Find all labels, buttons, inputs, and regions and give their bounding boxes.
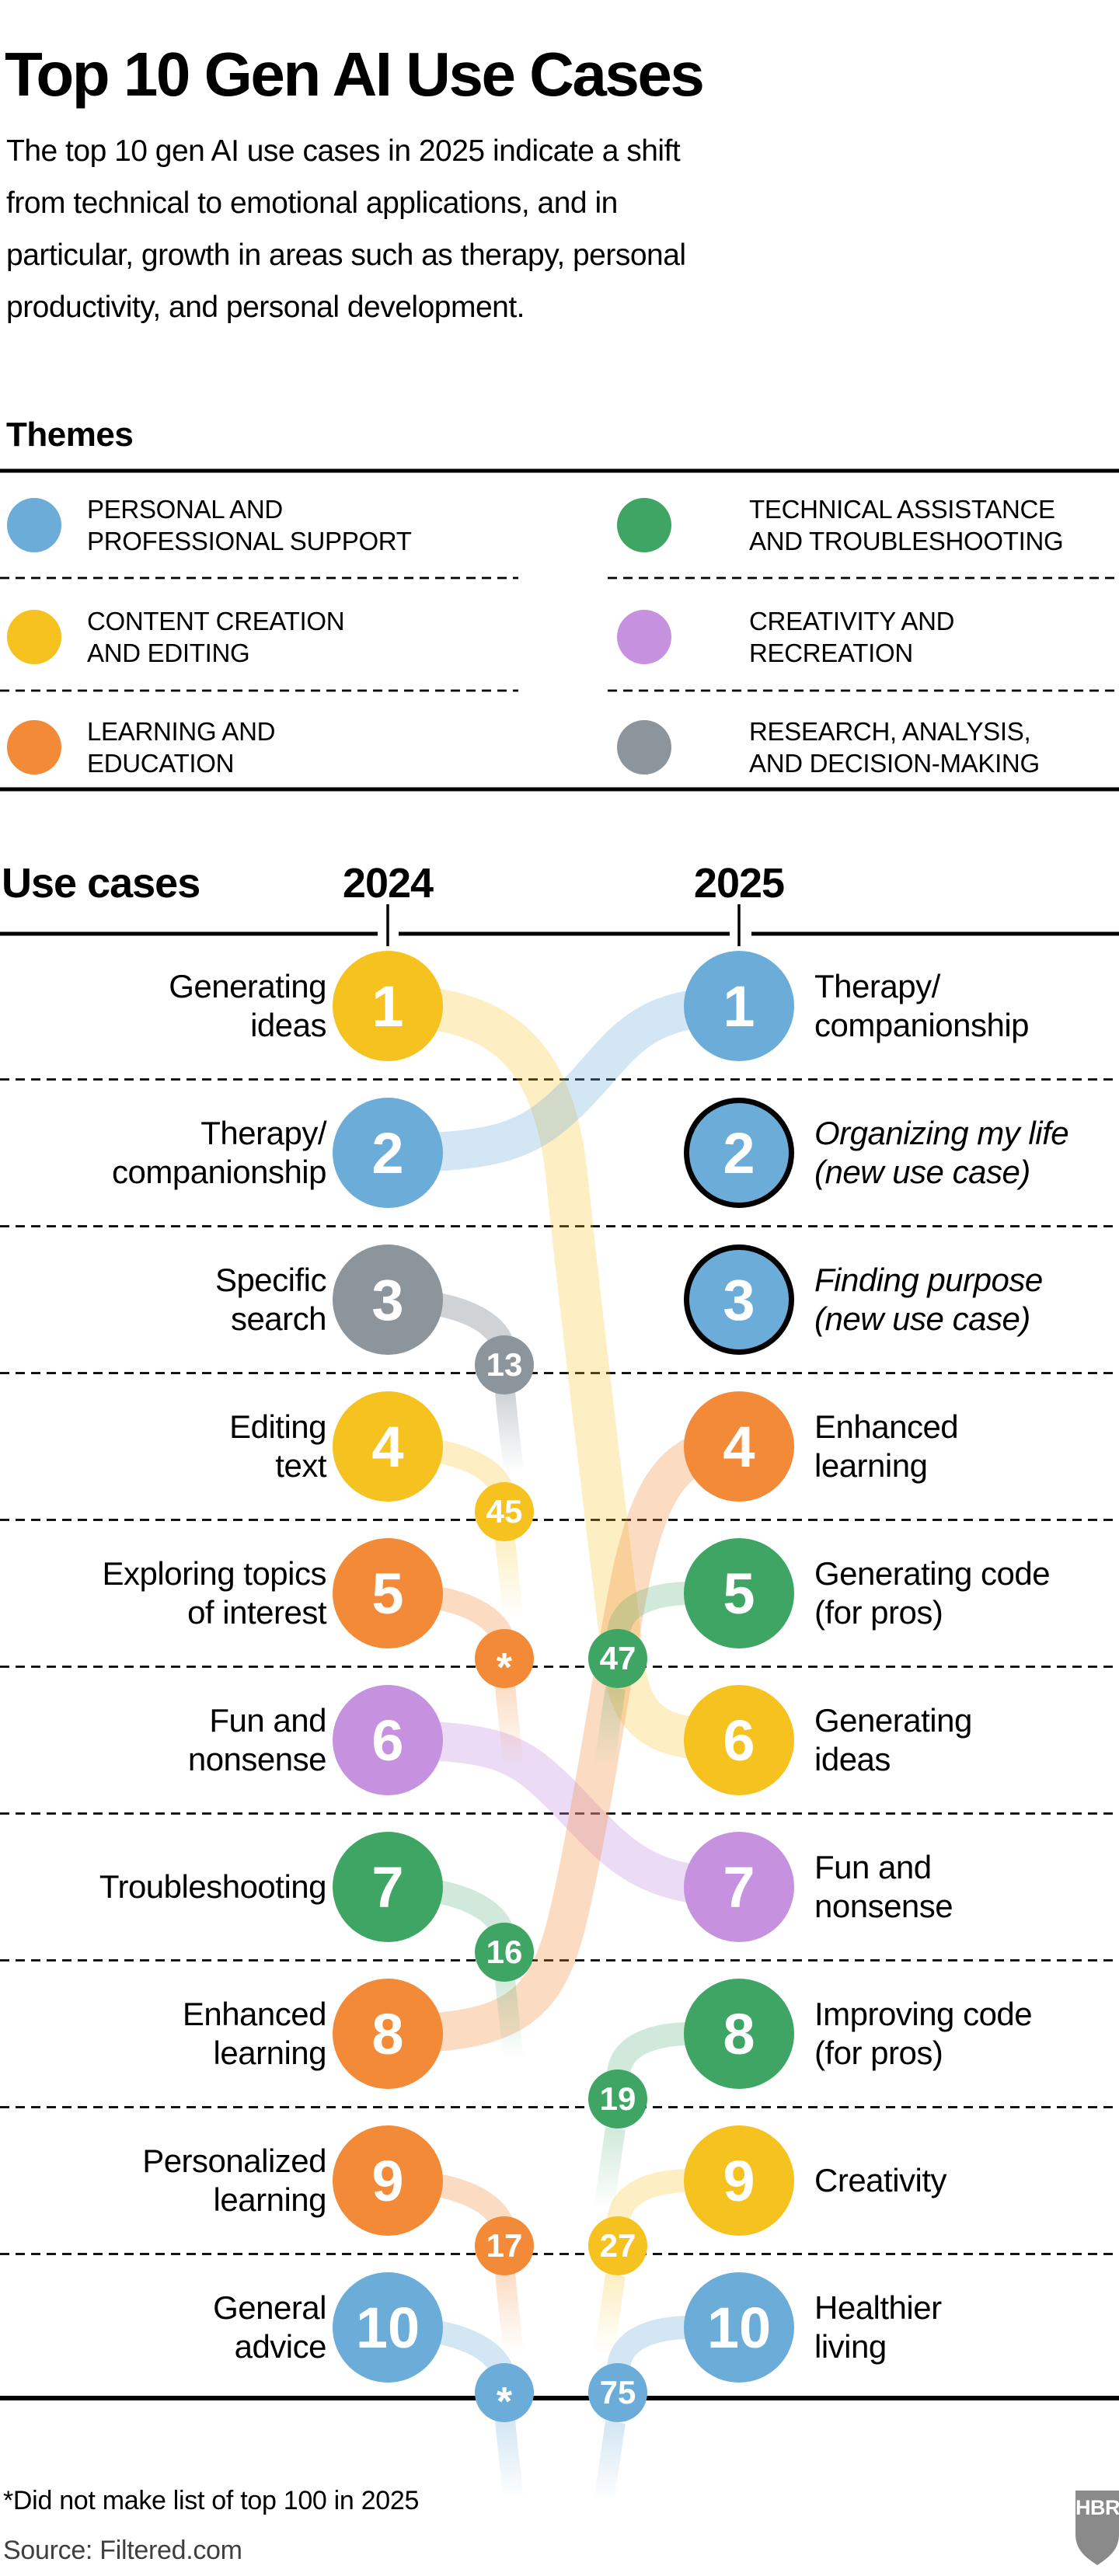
rank-circle-2025-4: 4 [684,1391,794,1502]
rank-circle-2024-7: 7 [333,1832,443,1942]
legend-label: RESEARCH, ANALYSIS, AND DECISION-MAKING [749,717,1040,778]
rank-circle-2024-10: 10 [333,2272,443,2383]
legend-label: PERSONAL AND PROFESSIONAL SUPPORT [87,495,412,555]
use-case-label-2024-rank-6: Fun and nonsense [187,1702,327,1777]
rank-circle-2024-1: 1 [333,951,443,1061]
asterisk-marker: * [496,1645,513,1690]
dropped-rank-bubble-*: * [475,2363,534,2425]
risen-from-rank-bubble-47: 47 [588,1629,647,1688]
rank-circle-2024-3: 3 [333,1244,443,1355]
legend-dot-personal [7,498,61,552]
risen-from-rank-bubble-75: 75 [588,2363,647,2422]
dropped-rank-bubble-*: * [475,1629,534,1690]
hbr-shield-icon [1075,2491,1119,2565]
use-case-label-2025-rank-6: Generating ideas [814,1702,972,1777]
use-case-label-2024-rank-8: Enhanced learning [182,1996,327,2071]
use-case-label-2024-rank-9: Personalized learning [142,2143,326,2218]
use-case-label-2024-rank-5: Exploring topics of interest [102,1555,327,1631]
legend-label: CREATIVITY AND RECREATION [749,607,955,667]
col-header-2024: 2024 [342,860,434,907]
rank-circle-2024-2: 2 [333,1098,443,1208]
rank-circle-2025-7: 7 [684,1832,794,1942]
dropped-rank-bubble-16: 16 [475,1923,534,1982]
use-case-label-2025-rank-9: Creativity [814,2162,947,2198]
rank-circle-2025-8: 8 [684,1979,794,2089]
use-case-label-2024-rank-10: General advice [213,2289,326,2365]
use-case-label-2024-rank-7: Troubleshooting [99,1868,327,1905]
footnote: *Did not make list of top 100 in 2025 [3,2486,420,2515]
risen-from-rank-bubble-19: 19 [588,2070,647,2129]
use-case-label-2025-rank-4: Enhanced learning [814,1408,959,1484]
use-case-label-2025-rank-7: Fun and nonsense [814,1849,953,1924]
themes-heading: Themes [6,415,134,454]
asterisk-marker: * [496,2379,513,2425]
use-case-label-2025-rank-2: Organizing my life (new use case) [814,1115,1069,1190]
rank-circle-2024-6: 6 [333,1685,443,1795]
rank-circle-2025-9: 9 [684,2125,794,2236]
legend-label: TECHNICAL ASSISTANCE AND TROUBLESHOOTING [749,495,1064,555]
rank-circle-2025-5: 5 [684,1538,794,1648]
use-case-label-2025-rank-5: Generating code (for pros) [814,1555,1051,1631]
dropped-rank-bubble-45: 45 [475,1482,534,1541]
legend-label: LEARNING AND EDUCATION [87,717,276,778]
source-credit: Source: Filtered.com [3,2536,242,2565]
legend-label: CONTENT CREATION AND EDITING [87,607,345,667]
use-case-label-2024-rank-2: Therapy/ companionship [111,1115,327,1190]
use-case-label-2024-rank-3: Specific search [214,1262,327,1337]
rank-circle-2024-9: 9 [333,2125,443,2236]
rank-circle-2025-3: 3 [684,1244,794,1355]
dropped-rank-bubble-13: 13 [475,1335,534,1394]
hbr-logo: HBR [1075,2491,1119,2565]
dropped-rank-bubble-17: 17 [475,2216,534,2275]
use-case-label-2025-rank-8: Improving code (for pros) [814,1996,1033,2071]
hbr-logo-text: HBR [1075,2496,1119,2519]
legend-dot-creativity [617,610,671,664]
use-case-label-2024-rank-4: Editing text [229,1408,326,1484]
col-header-2025: 2025 [693,860,785,907]
rank-circle-2025-10: 10 [684,2272,794,2383]
legend-dot-content [7,610,61,664]
use-case-label-2024-rank-1: Generating ideas [169,968,326,1043]
use-case-label-2025-rank-1: Therapy/ companionship [814,968,1030,1043]
use-case-label-2025-rank-10: Healthier living [814,2289,942,2365]
rank-circle-2024-8: 8 [333,1979,443,2089]
rank-circle-2024-4: 4 [333,1391,443,1502]
legend-dot-research [617,720,671,775]
page-subtitle: The top 10 gen AI use cases in 2025 indi… [6,134,686,324]
rank-circle-2024-5: 5 [333,1538,443,1648]
use-case-label-2025-rank-3: Finding purpose (new use case) [814,1262,1043,1337]
col-header-use-cases: Use cases [2,860,200,907]
page-title: Top 10 Gen AI Use Cases [5,39,705,109]
legend-dot-technical [617,498,671,552]
rank-circle-2025-2: 2 [684,1098,794,1208]
risen-from-rank-bubble-27: 27 [588,2216,647,2275]
rank-circle-2025-1: 1 [684,951,794,1061]
legend-dot-learning [7,720,61,775]
rank-circle-2025-6: 6 [684,1685,794,1795]
